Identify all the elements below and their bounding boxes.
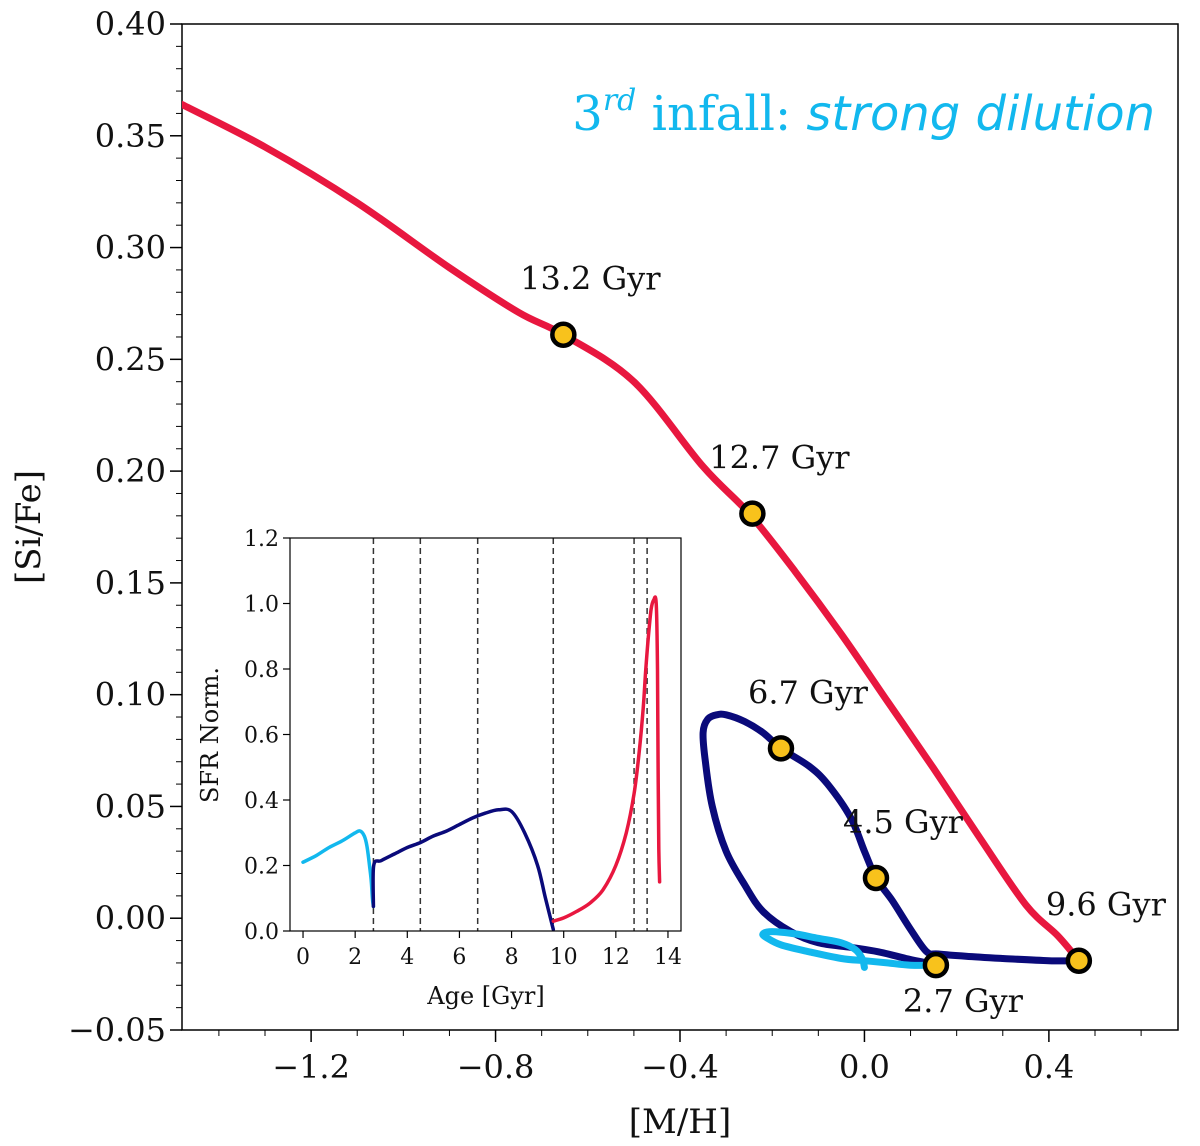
main-x-tick-label: −0.8 bbox=[457, 1048, 535, 1086]
inset-y-tick-label: 0.8 bbox=[244, 658, 279, 683]
inset-series-group bbox=[301, 595, 662, 932]
inset-series-red-line bbox=[551, 595, 662, 923]
inset-y-tick-label: 0.4 bbox=[244, 789, 279, 814]
age-marker bbox=[862, 864, 890, 892]
main-series-red-line bbox=[182, 101, 1083, 965]
main-y-tick-label: 0.40 bbox=[95, 5, 166, 43]
main-y-tick-label: 0.10 bbox=[95, 676, 166, 714]
main-x-tick-label: 0.4 bbox=[1023, 1048, 1074, 1086]
main-y-tick-label: 0.35 bbox=[95, 117, 166, 155]
main-series-group bbox=[182, 101, 1083, 971]
inset-chart: 0 2 4 6 8 10 12 14 0.0 0.2 0.4 0.6 0.8 1.0 1.2 Age [Gy… bbox=[196, 527, 682, 1010]
main-y-tick-label: −0.05 bbox=[68, 1011, 166, 1049]
main-y-tick-label: 0.25 bbox=[95, 340, 166, 378]
inset-x-tick-label: 0 bbox=[296, 945, 310, 970]
age-marker bbox=[739, 500, 766, 527]
age-marker-label: 4.5 Gyr bbox=[843, 803, 964, 841]
main-series-navy-line bbox=[699, 710, 1083, 969]
age-marker bbox=[767, 735, 795, 762]
inset-x-tick-label: 10 bbox=[550, 945, 578, 970]
chart-title-prefix: 3 bbox=[572, 86, 603, 142]
age-marker bbox=[922, 951, 950, 979]
inset-y-tick-label: 0.0 bbox=[244, 920, 279, 945]
main-y-tick-label: 0.15 bbox=[95, 564, 166, 602]
age-marker-label: 2.7 Gyr bbox=[903, 982, 1024, 1020]
inset-y-tick-label: 1.2 bbox=[244, 527, 279, 552]
inset-y-axis-title: SFR Norm. bbox=[196, 667, 224, 803]
main-chart: −1.2 −0.8 −0.4 0.0 0.4−0.050.000.050.100.150… bbox=[9, 5, 1179, 1142]
inset-x-tick-label: 12 bbox=[602, 945, 630, 970]
age-marker-label: 9.6 Gyr bbox=[1046, 886, 1167, 924]
inset-y-tick-label: 0.6 bbox=[244, 724, 279, 749]
age-marker-label: 6.7 Gyr bbox=[748, 673, 869, 711]
main-y-tick-label: 0.05 bbox=[95, 787, 166, 825]
main-y-tick-label: 0.20 bbox=[95, 452, 166, 490]
main-x-tick-label: −0.4 bbox=[641, 1048, 719, 1086]
main-x-tick-label: 0.0 bbox=[839, 1048, 890, 1086]
age-marker bbox=[550, 321, 577, 348]
inset-x-tick-label: 8 bbox=[505, 945, 519, 970]
inset-y-tick-label: 1.0 bbox=[244, 593, 279, 618]
chart-title-middle: infall: bbox=[636, 86, 806, 142]
main-y-tick-label: 0.30 bbox=[95, 229, 166, 267]
main-axis-ticks: −1.2 −0.8 −0.4 0.0 0.4−0.050.000.050.100.150… bbox=[68, 5, 1142, 1086]
inset-x-axis-title: Age [Gyr] bbox=[426, 982, 544, 1010]
chart-title-emphasis: strong dilution bbox=[806, 86, 1155, 142]
chart-title-superscript: rd bbox=[603, 83, 637, 118]
main-x-tick-label: −1.2 bbox=[272, 1048, 350, 1086]
inset-x-tick-label: 14 bbox=[654, 945, 682, 970]
age-marker bbox=[1065, 947, 1093, 974]
main-series-cyan-line bbox=[759, 928, 940, 971]
main-y-axis-title: [Si/Fe] bbox=[9, 470, 49, 584]
inset-x-tick-label: 2 bbox=[348, 945, 362, 970]
inset-background bbox=[290, 538, 681, 931]
inset-vertical-lines bbox=[372, 538, 648, 931]
main-y-tick-label: 0.00 bbox=[95, 899, 166, 937]
inset-x-tick-label: 6 bbox=[452, 945, 466, 970]
age-marker-label: 12.7 Gyr bbox=[709, 439, 850, 477]
age-marker-label: 13.2 Gyr bbox=[520, 260, 661, 298]
chart-title: 3rd infall: strong dilution bbox=[572, 83, 1155, 142]
inset-series-navy-line bbox=[371, 807, 556, 932]
inset-x-tick-label: 4 bbox=[400, 945, 414, 970]
inset-axis-ticks: 0 2 4 6 8 10 12 14 0.0 0.2 0.4 0.6 0.8 1.0 1.2 bbox=[244, 527, 682, 970]
inset-y-tick-label: 0.2 bbox=[244, 855, 279, 880]
main-x-axis-title: [M/H] bbox=[629, 1102, 731, 1142]
main-marker-group: 13.2 Gyr 12.7 Gyr 6.7 Gyr 4.5 Gyr 9.6 Gyr 2.7… bbox=[520, 260, 1166, 1020]
